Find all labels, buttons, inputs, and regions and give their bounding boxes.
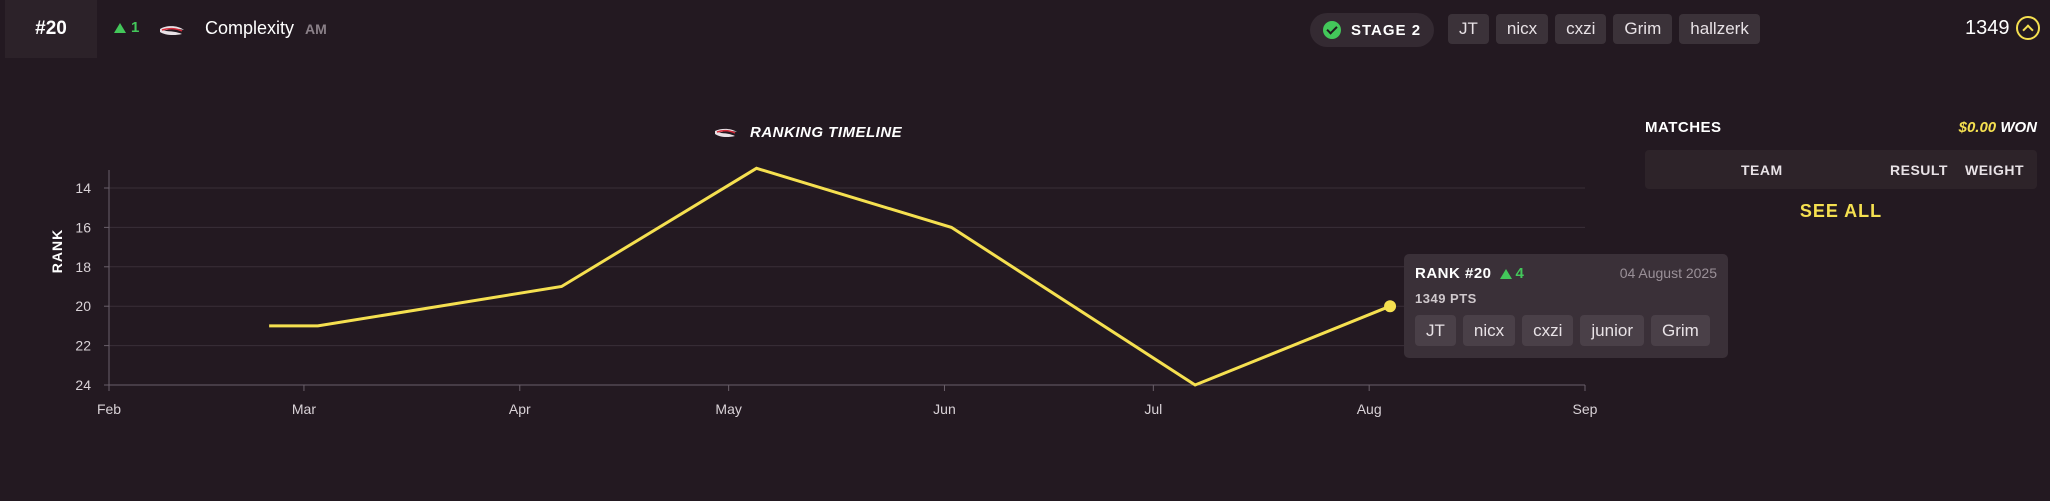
team-logo-icon <box>715 128 737 137</box>
y-tick-label: 14 <box>75 180 91 196</box>
column-weight: WEIGHT <box>1965 162 2024 178</box>
tooltip-change-value: 4 <box>1515 265 1525 282</box>
chart-title-text: RANKING TIMELINE <box>750 124 903 141</box>
player-chip: nicx <box>1462 315 1516 346</box>
player-chip[interactable]: Grim <box>1613 14 1673 44</box>
tooltip-rank: RANK #20 4 <box>1415 265 1524 282</box>
arrow-up-icon <box>1499 268 1512 279</box>
y-tick-label: 24 <box>75 377 91 393</box>
x-tick-label: Jul <box>1144 401 1162 417</box>
column-team: TEAM <box>1741 162 1783 178</box>
rank-series-line <box>269 166 1391 387</box>
y-tick-label: 18 <box>75 259 91 275</box>
x-tick-label: Sep <box>1573 401 1598 417</box>
stage-badge: STAGE 2 <box>1310 13 1435 47</box>
team-points: 1349 <box>1965 17 2010 39</box>
player-chip: cxzi <box>1522 315 1574 346</box>
x-tick-label: Apr <box>509 401 531 417</box>
y-tick-label: 22 <box>75 338 91 354</box>
x-tick-label: Jun <box>933 401 956 417</box>
matches-table-header: TEAM RESULT WEIGHT <box>1645 150 2037 189</box>
roster-list: JT nicx cxzi Grim hallzerk <box>1448 14 1760 44</box>
rank-change: 1 <box>114 19 139 36</box>
tooltip-roster: JT nicx cxzi junior Grim <box>1415 315 1710 346</box>
y-axis-label: RANK <box>49 229 65 273</box>
stage-label: STAGE 2 <box>1351 21 1422 39</box>
player-chip: Grim <box>1651 315 1710 346</box>
tooltip-points: 1349 PTS <box>1415 291 1477 306</box>
matches-title: MATCHES <box>1645 118 1722 136</box>
player-chip[interactable]: JT <box>1448 14 1489 44</box>
chart-title: RANKING TIMELINE <box>714 124 902 141</box>
team-logo-icon <box>160 26 184 36</box>
player-chip[interactable]: nicx <box>1495 14 1549 44</box>
see-all-link[interactable]: SEE ALL <box>1799 201 1883 221</box>
x-tick-label: Feb <box>97 401 121 417</box>
player-chip: JT <box>1415 315 1456 346</box>
winnings-amount: $0.00 <box>1958 118 1997 136</box>
y-tick-label: 16 <box>75 219 91 235</box>
player-chip[interactable]: hallzerk <box>1679 14 1760 44</box>
team-name[interactable]: Complexity <box>205 18 295 38</box>
tooltip-rank-text: RANK #20 <box>1415 265 1492 282</box>
y-tick-label: 20 <box>75 298 91 314</box>
rank-change-value: 1 <box>131 19 140 36</box>
matches-panel: MATCHES $0.00 WON TEAM RESULT WEIGHT SEE… <box>1645 116 2037 222</box>
x-tick-label: Aug <box>1357 401 1382 417</box>
tooltip-date: 04 August 2025 <box>1619 265 1717 281</box>
x-tick-label: May <box>715 401 741 417</box>
rank-number: #20 <box>35 18 67 39</box>
x-tick-label: Mar <box>292 401 316 417</box>
player-chip: junior <box>1580 315 1644 346</box>
rank-tooltip: RANK #20 4 04 August 2025 1349 PTS JT ni… <box>1404 254 1728 358</box>
rank-badge: #20 <box>5 0 97 58</box>
arrow-up-icon <box>114 22 126 33</box>
tooltip-change: 4 <box>1499 265 1525 282</box>
hover-point <box>1384 300 1397 313</box>
chevron-up-icon[interactable] <box>2016 16 2040 40</box>
winnings: $0.00 WON <box>1959 119 2037 136</box>
winnings-label: WON <box>2000 118 2037 136</box>
column-result: RESULT <box>1890 162 1948 178</box>
team-header-bar[interactable]: #20 1 Complexity AM STAGE 2 JT nicx cxzi… <box>0 0 2050 58</box>
team-region: AM <box>305 21 327 37</box>
check-icon <box>1323 21 1341 39</box>
player-chip[interactable]: cxzi <box>1555 14 1607 44</box>
